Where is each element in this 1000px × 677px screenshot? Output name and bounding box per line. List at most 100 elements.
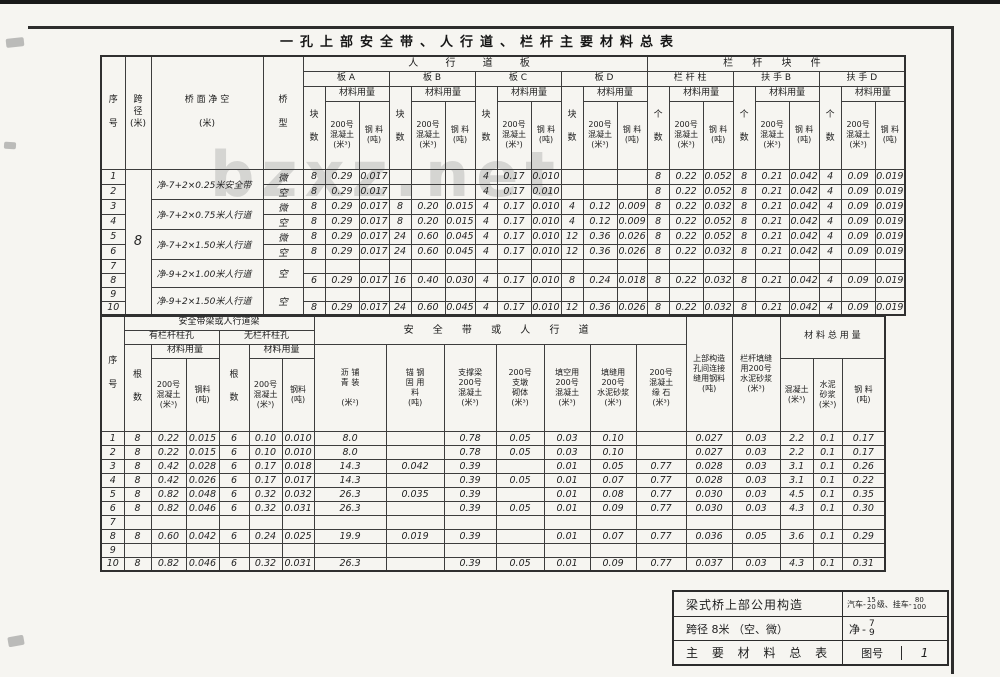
- table-cell: 12: [560, 228, 584, 245]
- table-cell: 0.05: [495, 472, 545, 488]
- table-cell: 4: [474, 300, 498, 316]
- column-header: 水泥 砂浆 (米³): [812, 357, 843, 432]
- table-cell: 0.042: [788, 300, 820, 316]
- table-cell: 8: [732, 183, 756, 200]
- table-cell: 0.037: [685, 556, 733, 572]
- table-cell: 8.0: [313, 430, 387, 446]
- table-cell: 0.07: [589, 528, 637, 544]
- table-cell: 8: [123, 472, 152, 488]
- column-header: 材料用量: [668, 85, 734, 102]
- table-cell: [123, 542, 152, 558]
- table-cell: 14.3: [313, 472, 387, 488]
- clearance-prefix: 净-: [849, 622, 868, 636]
- table-cell: 空: [262, 286, 304, 316]
- table-cell: 净-9+2×1.50米人行道: [150, 286, 264, 316]
- table-cell: 0.29: [324, 213, 360, 230]
- table-cell: [385, 500, 445, 516]
- table-row: 5 净-7+2×1.50米人行道微 8 0.29 0.017 24 0.60 0.045 4 0.…: [100, 228, 906, 260]
- table-cell: [385, 430, 445, 446]
- column-header: 沥 铺 青 装 (米²): [313, 343, 387, 432]
- table-cell: 0.21: [754, 198, 790, 215]
- table-row: 8 6 0.29 0.017 16 0.40 0.030 4 0.17 0.010 8 0.24 0.0…: [100, 272, 906, 288]
- span-note: 跨径 8米 （空、微）: [674, 616, 842, 640]
- table-cell: 0.010: [530, 300, 562, 316]
- table-cell: [754, 258, 790, 274]
- table-cell: 0.028: [185, 458, 220, 474]
- table-cell: 0.052: [702, 213, 734, 230]
- group-header-railing-pieces: 栏 杆 块 件: [646, 55, 906, 72]
- table-cell: 0.09: [840, 213, 876, 230]
- table-cell: 8: [646, 168, 670, 185]
- table-cell: 8: [646, 272, 670, 288]
- table-cell: [443, 542, 497, 558]
- table-cell: 0.017: [358, 198, 390, 215]
- table-cell: 0.03: [731, 486, 781, 502]
- table-cell: 3.6: [779, 528, 814, 544]
- table-cell: 0.01: [543, 458, 591, 474]
- table-cell: [410, 258, 446, 274]
- table-cell: 0.17: [248, 472, 283, 488]
- table-row: 2 空 8 0.29 0.017 4 0.17 0.010 8 0.22 0.052 8 0.21 0.0…: [100, 183, 906, 200]
- column-header: 个 数: [646, 85, 670, 170]
- table-cell: 4: [474, 228, 498, 245]
- column-header: 桥 型: [262, 55, 304, 170]
- table-cell: 0.32: [248, 556, 283, 572]
- table-cell: 0.10: [248, 430, 283, 446]
- table-cell: [635, 444, 687, 460]
- table-cell: 0.015: [444, 198, 476, 215]
- table-cell: 0.027: [685, 430, 733, 446]
- column-header: 200号 混凝土 (米³): [840, 100, 876, 170]
- table-cell: 0.21: [754, 228, 790, 245]
- table-cell: 6: [218, 444, 250, 460]
- table-cell: 0.09: [840, 183, 876, 200]
- table-cell: 0.24: [582, 272, 618, 288]
- table-cell: 0.17: [248, 458, 283, 474]
- table-row: 4 8 0.42 0.026 6 0.17 0.017 14.3 0.39 0.05 0.01 0.0…: [100, 472, 886, 488]
- table-cell: [582, 183, 618, 200]
- column-header: 有栏杆柱孔: [123, 329, 220, 345]
- table-cell: [616, 168, 648, 185]
- table-cell: 0.1: [812, 556, 843, 572]
- table-cell: 10: [100, 556, 125, 572]
- table-cell: 0.030: [685, 486, 733, 502]
- table-cell: 0.09: [840, 228, 876, 245]
- column-header: 块 数: [388, 85, 412, 170]
- table-cell: [582, 258, 618, 274]
- table-cell: 0.78: [443, 430, 497, 446]
- table-cell: 24: [388, 228, 412, 245]
- table-cell: 0.29: [324, 300, 360, 316]
- slab-railing-materials-table: 序 号 跨 径 (米) 桥 面 净 空 (米) 桥 型 人 行 道 板 栏 杆 …: [100, 55, 907, 316]
- table-cell: 6: [218, 472, 250, 488]
- table-cell: 8: [732, 213, 756, 230]
- table-cell: 0.29: [324, 183, 360, 200]
- table-cell: [582, 286, 618, 302]
- table-cell: 1: [100, 430, 125, 446]
- table-cell: [495, 542, 545, 558]
- table-cell: 0.39: [443, 500, 497, 516]
- table-cell: 0.24: [248, 528, 283, 544]
- column-header: 扶 手 B: [732, 70, 820, 87]
- column-header: 钢 料 (吨): [702, 100, 734, 170]
- table-cell: 0.01: [543, 556, 591, 572]
- table-cell: 0.22: [668, 228, 704, 245]
- figure-number-label: 图号: [861, 646, 884, 660]
- table-cell: [543, 514, 591, 530]
- table-cell: [560, 168, 584, 185]
- table-cell: 0.22: [150, 430, 187, 446]
- table-cell: [385, 542, 445, 558]
- table-cell: 0.42: [150, 472, 187, 488]
- table-cell: 0.22: [150, 444, 187, 460]
- table-cell: [530, 258, 562, 274]
- column-header: 钢 料 (吨): [874, 100, 906, 170]
- load-class-note: 汽车- 15 20 级、挂车- 80 100: [842, 592, 947, 616]
- table-cell: [496, 286, 532, 302]
- table-row: 10 8 0.82 0.046 6 0.32 0.031 26.3 0.39 0.05 0.01 0.…: [100, 556, 886, 572]
- column-header: 无栏杆柱孔: [218, 329, 315, 345]
- table-cell: [495, 528, 545, 544]
- table-cell: 4: [818, 228, 842, 245]
- table-cell: 8: [646, 228, 670, 245]
- table-cell: 8: [732, 198, 756, 215]
- table-cell: 0.03: [731, 430, 781, 446]
- table-cell: 4: [100, 472, 125, 488]
- table-cell: 0.010: [530, 272, 562, 288]
